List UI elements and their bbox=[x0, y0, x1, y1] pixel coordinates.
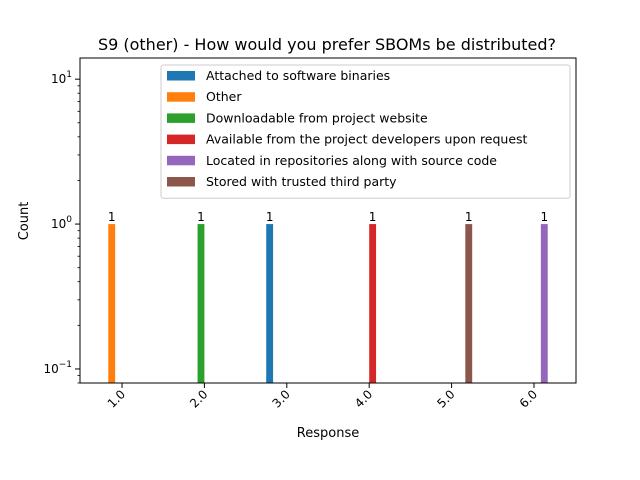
legend-label: Other bbox=[206, 89, 242, 104]
legend-box bbox=[160, 64, 571, 199]
bar-value-label: 1 bbox=[540, 210, 548, 224]
bar-value-label: 1 bbox=[266, 210, 274, 224]
x-tick-label: 5.0 bbox=[434, 387, 457, 410]
y-tick-label: 100 bbox=[51, 215, 72, 231]
x-tick-label: 6.0 bbox=[517, 387, 540, 410]
legend-label: Downloadable from project website bbox=[206, 110, 428, 125]
bar bbox=[540, 224, 548, 383]
legend-swatch bbox=[167, 71, 195, 81]
bar bbox=[108, 224, 116, 383]
x-axis-label: Response bbox=[297, 426, 359, 441]
legend-label: Attached to software binaries bbox=[206, 68, 390, 83]
legend-swatch bbox=[167, 134, 195, 145]
plot-area-frame bbox=[79, 57, 577, 384]
bar-labels-group: 1 1 1 1 1 1 bbox=[108, 210, 548, 224]
legend-swatch bbox=[167, 177, 195, 187]
y-tick-label: 101 bbox=[51, 70, 72, 86]
x-tick-label: 4.0 bbox=[352, 387, 375, 410]
legend-swatch bbox=[167, 155, 195, 166]
bar-value-label: 1 bbox=[369, 210, 377, 224]
bar-value-label: 1 bbox=[465, 210, 473, 224]
y-tick-label: 10−1 bbox=[43, 360, 72, 376]
bar bbox=[369, 224, 377, 383]
bar bbox=[266, 224, 274, 383]
bar-value-label: 1 bbox=[197, 210, 205, 224]
legend-swatch bbox=[167, 92, 195, 102]
bar bbox=[197, 224, 205, 383]
legend-swatch bbox=[167, 113, 195, 123]
y-axis: 10−1 100 101 bbox=[43, 70, 80, 384]
bar-value-label: 1 bbox=[108, 210, 116, 224]
legend-label: Available from the project developers up… bbox=[206, 132, 528, 147]
x-tick-label: 2.0 bbox=[187, 387, 210, 410]
bar bbox=[465, 224, 473, 383]
legend-label: Located in repositories along with sourc… bbox=[206, 153, 497, 168]
y-axis-label: Count bbox=[17, 202, 32, 241]
legend-label: Stored with trusted third party bbox=[206, 174, 397, 189]
bars-group bbox=[108, 224, 548, 383]
x-tick-label: 3.0 bbox=[270, 387, 293, 410]
chart-title: S9 (other) - How would you prefer SBOMs … bbox=[98, 35, 556, 54]
x-axis: 1.0 2.0 3.0 4.0 5.0 6.0 bbox=[105, 383, 540, 411]
x-tick-label: 1.0 bbox=[105, 387, 128, 410]
legend: Attached to software binaries Other Downlo… bbox=[160, 64, 571, 199]
